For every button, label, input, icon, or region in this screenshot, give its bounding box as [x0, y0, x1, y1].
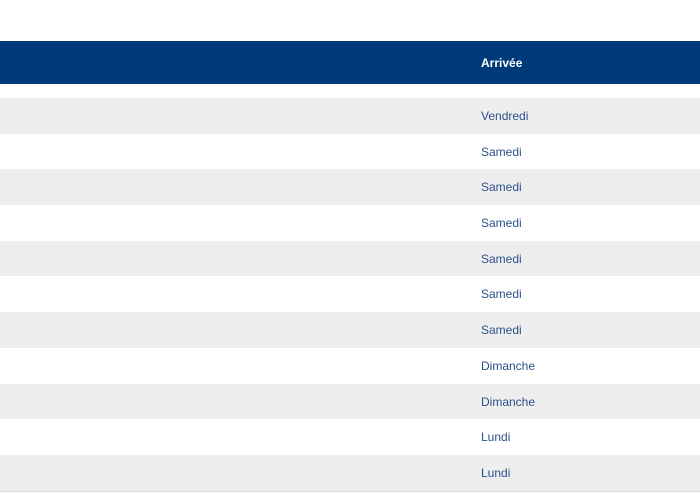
table-row[interactable]: Lundi	[0, 454, 700, 492]
table-row[interactable]: Lundi	[0, 419, 700, 455]
table-row[interactable]: Samedi	[0, 312, 700, 348]
table-row[interactable]: Dimanche	[0, 383, 700, 420]
table-row[interactable]: Vendredi	[0, 98, 700, 134]
table-header: Arrivée	[0, 41, 700, 84]
table-row[interactable]: Samedi	[0, 169, 700, 206]
arrival-day-cell: Lundi	[481, 430, 511, 445]
table-row[interactable]: Dimanche	[0, 347, 700, 384]
arrival-day-cell: Samedi	[481, 323, 522, 338]
arrival-day-cell: Samedi	[481, 251, 522, 266]
arrival-day-cell: Samedi	[481, 287, 522, 302]
table-body: Vendredi Samedi Samedi Samedi Samedi Samedi Sa…	[0, 98, 700, 492]
arrival-day-cell: Samedi	[481, 216, 522, 231]
arrival-day-cell: Lundi	[481, 465, 511, 480]
arrival-day-cell: Samedi	[481, 144, 522, 159]
arrival-day-cell: Dimanche	[481, 358, 536, 373]
table-row[interactable]: Samedi	[0, 205, 700, 241]
column-header-arrivee[interactable]: Arrivée	[481, 56, 523, 70]
arrival-day-cell: Vendredi	[481, 109, 529, 123]
arrival-day-cell: Samedi	[481, 180, 522, 195]
table-row[interactable]: Samedi	[0, 133, 700, 170]
header-spacer	[0, 84, 700, 98]
arrival-day-cell: Dimanche	[481, 394, 536, 409]
table-row[interactable]: Samedi	[0, 276, 700, 313]
table-row[interactable]: Samedi	[0, 240, 700, 277]
